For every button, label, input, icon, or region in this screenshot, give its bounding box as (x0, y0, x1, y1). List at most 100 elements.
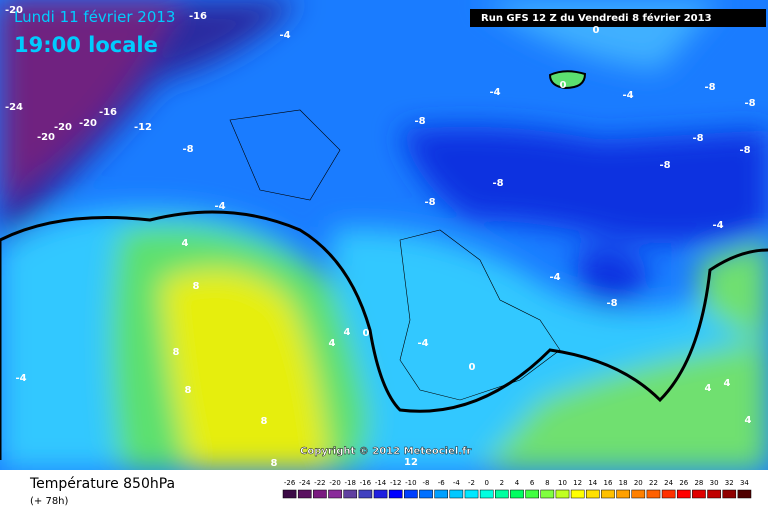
colorbar-label: 8 (545, 479, 549, 487)
contour-label: -20 (5, 5, 23, 16)
forecast-time: 19:00 locale (14, 33, 158, 57)
colorbar-label: 0 (484, 479, 488, 487)
colorbar-label: 16 (604, 479, 613, 487)
colorbar-swatch (525, 489, 539, 499)
colorbar-label: -8 (423, 479, 430, 487)
colorbar-swatch (555, 489, 570, 499)
colorbar-label: -24 (299, 479, 311, 487)
contour-label: -8 (744, 98, 755, 109)
contour-label: -8 (704, 82, 715, 93)
contour-label: -20 (54, 122, 72, 133)
colorbar-swatch (737, 489, 752, 499)
colorbar-swatch (373, 489, 388, 499)
colorbar-label: 12 (573, 479, 582, 487)
contour-label: -8 (182, 144, 193, 155)
colorbar-swatch (495, 489, 509, 499)
footer-lead: (+ 78h) (30, 496, 69, 507)
colorbar-label: -2 (468, 479, 475, 487)
contour-label: 4 (705, 383, 712, 394)
contour-label: -4 (712, 220, 723, 231)
contour-label: -16 (189, 11, 207, 22)
colorbar-label: -6 (438, 479, 446, 487)
contour-label: -8 (424, 197, 435, 208)
colorbar-label: 32 (725, 479, 734, 487)
colorbar-swatch (464, 489, 479, 499)
colorbar-swatch (616, 489, 630, 499)
colorbar-label: -10 (405, 479, 416, 487)
colorbar-label: -20 (329, 479, 340, 487)
contour-label: -4 (15, 373, 26, 384)
colorbar-swatch (449, 489, 464, 499)
contour-label: -24 (5, 102, 23, 113)
colorbar-label: 24 (664, 479, 673, 487)
colorbar-label: -12 (390, 479, 401, 487)
contour-label: 12 (404, 457, 418, 468)
contour-label: 8 (185, 385, 192, 396)
colorbar-swatch (282, 489, 297, 499)
contour-label: 8 (271, 458, 278, 469)
contour-label: -4 (417, 338, 428, 349)
footer-title: Température 850hPa (29, 476, 175, 492)
colorbar-label: 6 (530, 479, 535, 487)
contour-label: -4 (489, 87, 500, 98)
contour-label: -4 (622, 90, 633, 101)
colorbar-swatch (631, 489, 646, 499)
contour-label: 8 (193, 281, 200, 292)
contour-label: 4 (724, 378, 731, 389)
contour-label: -8 (659, 160, 670, 171)
colorbar-label: 28 (694, 479, 703, 487)
colorbar-swatch (510, 489, 524, 499)
colorbar-label: -16 (360, 479, 372, 487)
contour-label: -12 (134, 122, 152, 133)
contour-label: 8 (261, 416, 268, 427)
contour-label: 8 (173, 347, 180, 358)
colorbar-label: 20 (634, 479, 643, 487)
colorbar-swatch (661, 489, 676, 499)
run-info: Run GFS 12 Z du Vendredi 8 février 2013 (481, 12, 712, 24)
contour-label: -4 (549, 272, 560, 283)
contour-label: 0 (593, 25, 600, 36)
colorbar-swatch (313, 489, 327, 499)
colorbar-swatch (404, 489, 418, 499)
colorbar-swatch (297, 489, 312, 499)
contour-label: 4 (182, 238, 189, 249)
colorbar-swatch (479, 489, 494, 499)
colorbar-swatch (343, 489, 358, 499)
colorbar-swatch (601, 489, 615, 499)
colorbar-label: -14 (375, 479, 387, 487)
contour-label: -8 (739, 145, 750, 156)
contour-label: -4 (279, 30, 290, 41)
colorbar-swatch (540, 489, 555, 499)
colorbar-swatch (707, 489, 721, 499)
colorbar-swatch (585, 489, 600, 499)
contour-label: -8 (692, 133, 703, 144)
contour-label: -8 (414, 116, 425, 127)
colorbar-swatch (692, 489, 706, 499)
colorbar-label: 26 (679, 479, 688, 487)
contour-label: -16 (99, 107, 117, 118)
contour-label: 4 (745, 415, 752, 426)
colorbar-swatch (676, 489, 691, 499)
colorbar-label: 22 (649, 479, 658, 487)
colorbar-label: 10 (558, 479, 567, 487)
contour-label: -8 (492, 178, 503, 189)
colorbar-swatch (419, 489, 433, 499)
colorbar-swatch (328, 489, 342, 499)
contour-label: 0 (363, 328, 370, 339)
colorbar-label: 2 (500, 479, 504, 487)
colorbar-swatch (570, 489, 585, 499)
colorbar-label: 18 (619, 479, 628, 487)
colorbar-swatch (434, 489, 449, 499)
colorbar-label: -22 (314, 479, 325, 487)
contour-label: -20 (37, 132, 55, 143)
colorbar-swatch (358, 489, 373, 499)
colorbar-label: 34 (740, 479, 749, 487)
colorbar-label: -18 (345, 479, 356, 487)
colorbar-label: -26 (284, 479, 296, 487)
contour-label: 4 (329, 338, 336, 349)
colorbar-label: 4 (515, 479, 520, 487)
colorbar-label: -4 (453, 479, 461, 487)
forecast-date: Lundi 11 février 2013 (14, 8, 175, 26)
colorbar-swatch (722, 489, 737, 499)
